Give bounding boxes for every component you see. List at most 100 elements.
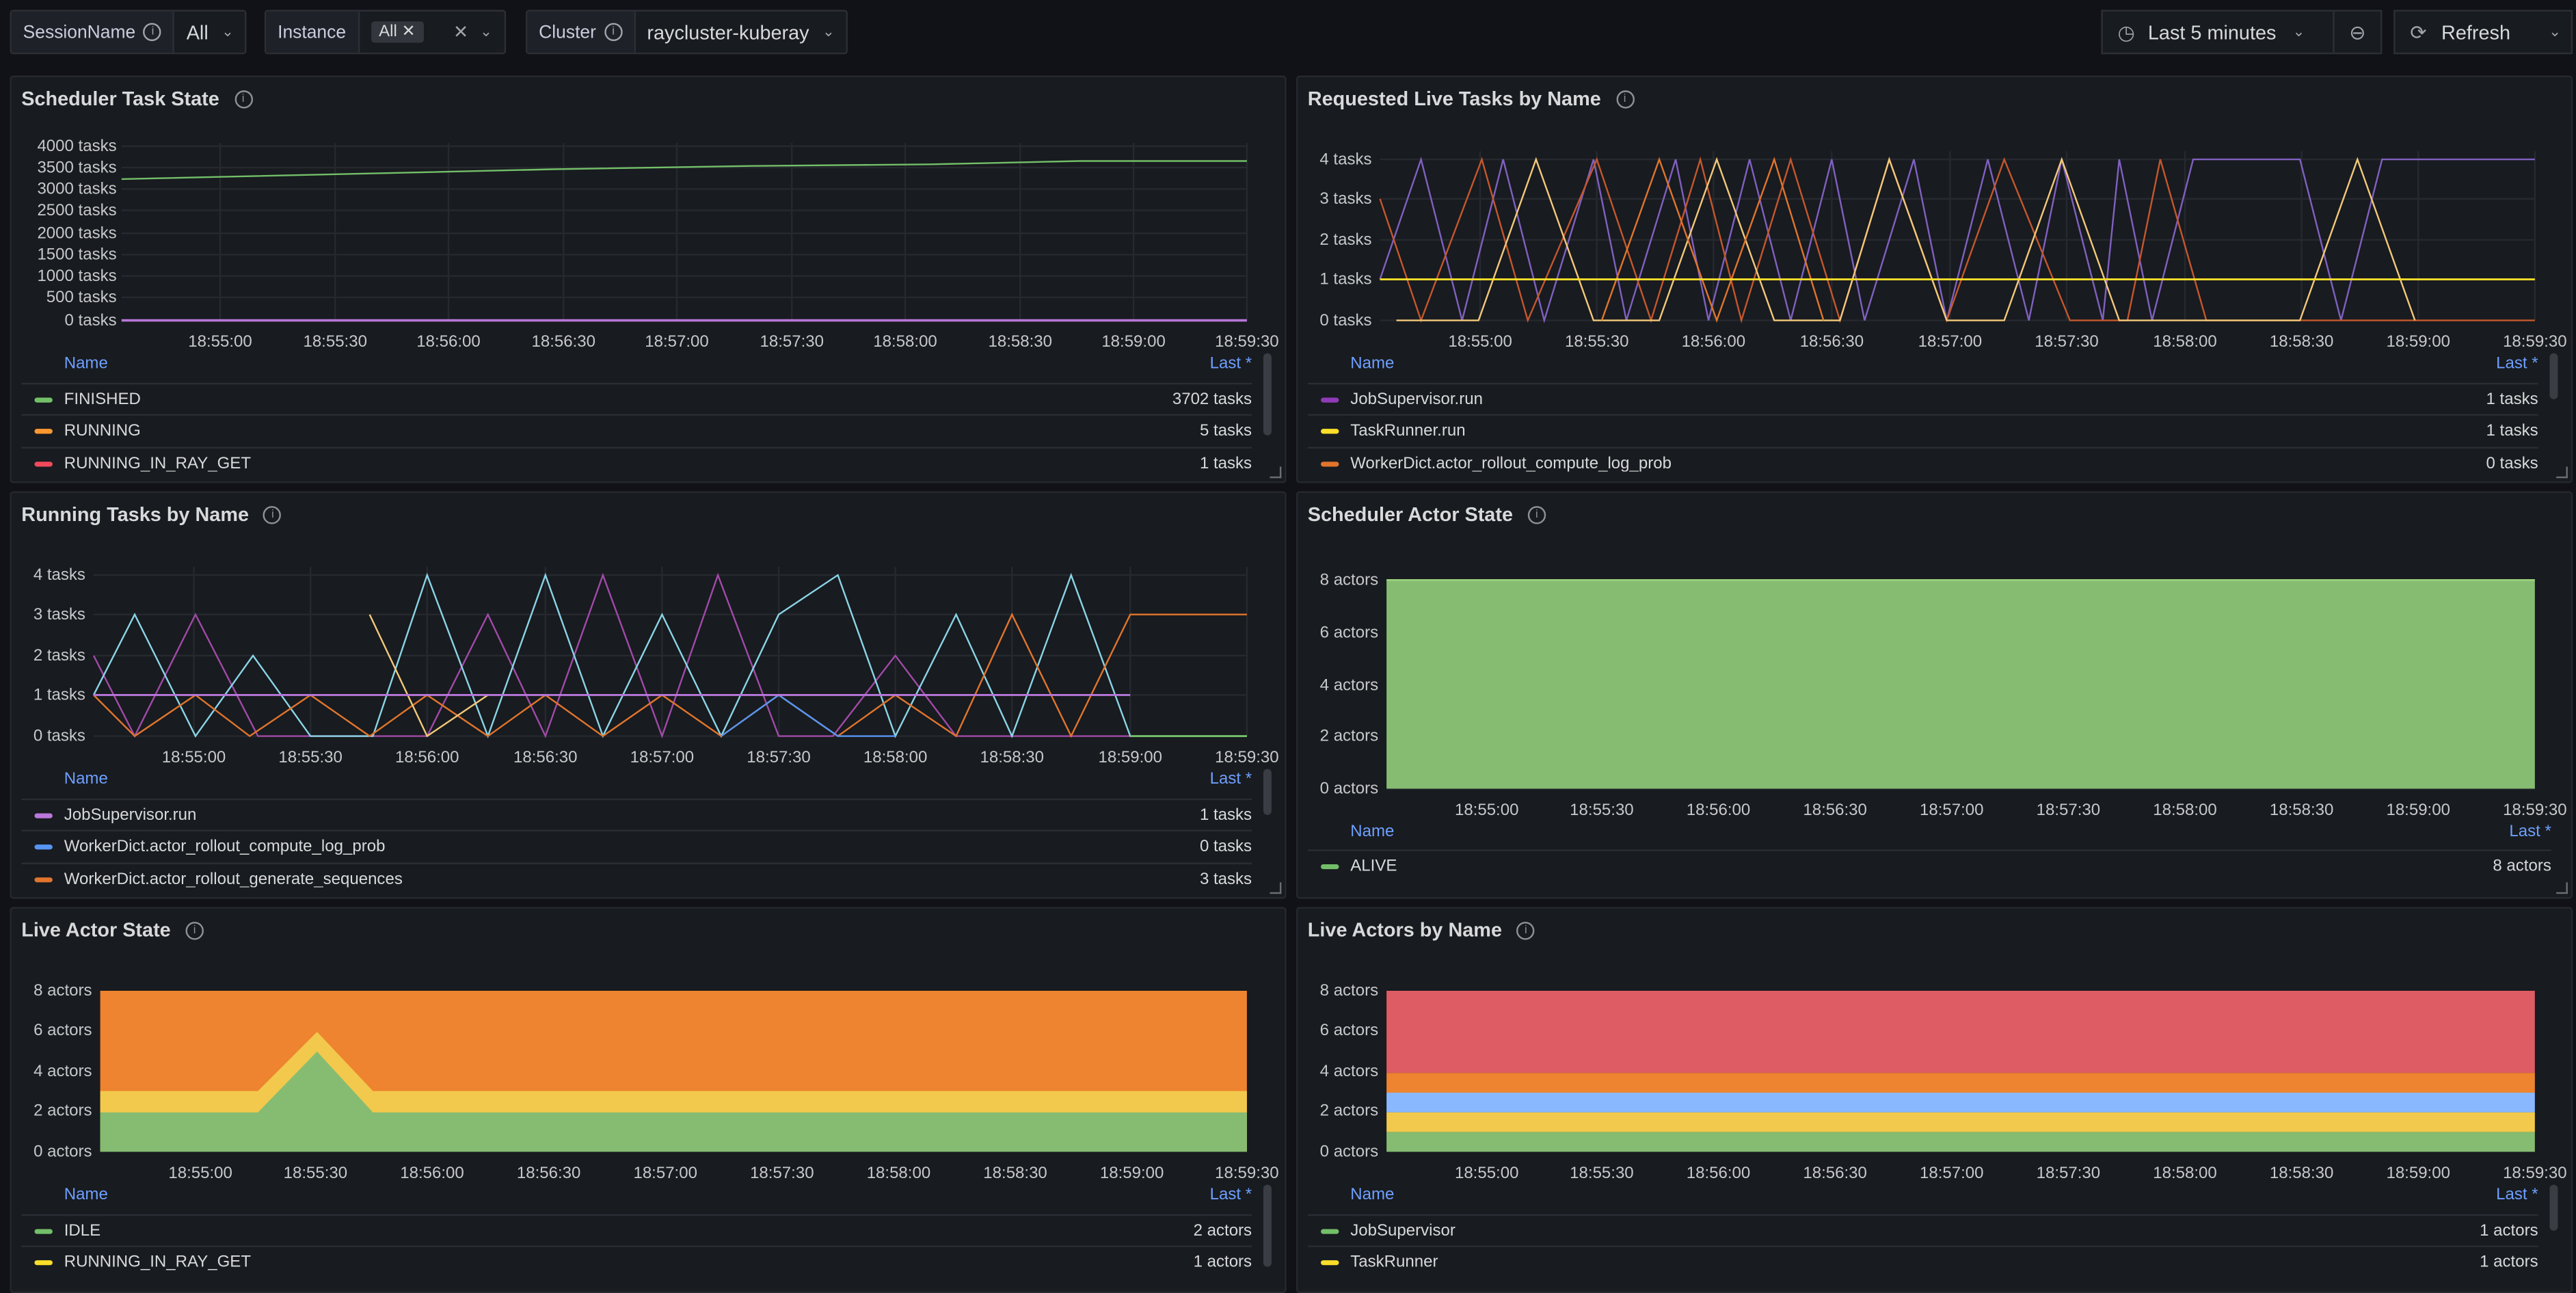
x-tick: 18:55:30 (278, 748, 342, 767)
resize-handle[interactable] (2556, 466, 2568, 479)
y-tick: 1000 tasks (37, 267, 116, 285)
legend-header: Name Last * (61, 355, 1252, 378)
y-tick: 2 tasks (1319, 230, 1371, 249)
y-tick: 4000 tasks (37, 137, 116, 155)
instance-value: All (379, 23, 397, 42)
y-tick: 0 actors (33, 1143, 92, 1161)
legend-value: 1 actors (1193, 1253, 1252, 1272)
legend-row[interactable]: ALIVE 8 actors (1307, 849, 2551, 882)
zoom-out-button[interactable]: ⊖ (2333, 10, 2383, 55)
legend-name-header[interactable]: Name (64, 771, 108, 789)
legend-swatch (34, 429, 53, 434)
legend-name-header[interactable]: Name (1350, 355, 1395, 373)
series-orange-line (1600, 157, 1825, 323)
panel-title: Live Actors by Name (1307, 918, 1502, 942)
chevron-down-icon: ⌄ (479, 23, 493, 40)
legend-header: Name Last * (61, 1186, 1252, 1210)
x-tick: 18:55:00 (1455, 1164, 1518, 1182)
y-tick: 0 tasks (1319, 311, 1371, 330)
time-range-picker[interactable]: ◷ Last 5 minutes ⌄ (2101, 10, 2335, 55)
series-orange-area (1386, 1073, 2535, 1093)
legend-name-header[interactable]: Name (1350, 823, 1395, 842)
info-icon[interactable]: i (1615, 89, 1634, 108)
legend-last-header[interactable]: Last * (1209, 771, 1252, 789)
series-idle-area (100, 1051, 1247, 1152)
session-select[interactable]: All ⌄ (175, 12, 245, 53)
y-tick: 2 tasks (33, 646, 85, 665)
resize-handle[interactable] (2556, 882, 2568, 894)
legend-value: 1 tasks (2486, 390, 2538, 410)
info-icon[interactable]: i (234, 89, 252, 108)
x-tick: 18:56:00 (416, 332, 480, 351)
series-amber-line (368, 614, 489, 738)
legend-row[interactable]: JobSupervisor.run 1 tasks (21, 798, 1252, 831)
legend-row[interactable]: FINISHED 3702 tasks (21, 382, 1252, 416)
legend-scrollbar[interactable] (1263, 769, 1272, 815)
resize-handle[interactable] (1270, 882, 1282, 894)
info-icon: i (604, 23, 623, 42)
x-tick: 18:56:30 (1803, 801, 1866, 819)
legend-row[interactable]: IDLE 2 actors (21, 1214, 1252, 1247)
cluster-variable[interactable]: Cluster i raycluster-kuberay ⌄ (525, 10, 848, 55)
clock-icon: ◷ (2117, 21, 2135, 44)
legend-name-header[interactable]: Name (64, 355, 108, 373)
legend-value: 1 tasks (1199, 455, 1252, 472)
legend-scrollbar[interactable] (1263, 1184, 1272, 1267)
x-tick: 18:58:00 (873, 332, 937, 351)
legend-last-header[interactable]: Last * (1209, 355, 1252, 373)
info-icon[interactable]: i (1516, 920, 1535, 939)
remove-icon[interactable]: ✕ (401, 23, 416, 42)
legend-row[interactable]: RUNNING_IN_RAY_GET 1 actors (21, 1245, 1252, 1278)
x-tick: 18:57:00 (633, 1164, 697, 1182)
refresh-button[interactable]: ⟳ Refresh ⌄ (2393, 10, 2573, 55)
legend-row[interactable]: TaskRunner.run 1 tasks (1307, 414, 2538, 447)
legend-last-header[interactable]: Last * (2496, 1186, 2538, 1205)
info-icon[interactable]: i (185, 920, 204, 939)
legend-scrollbar[interactable] (2549, 353, 2558, 399)
session-variable[interactable]: SessionName i All ⌄ (10, 10, 247, 55)
legend-name: RUNNING_IN_RAY_GET (64, 1253, 252, 1272)
resize-handle[interactable] (1270, 466, 1282, 479)
legend-row[interactable]: RUNNING 5 tasks (21, 414, 1252, 447)
legend-row[interactable]: JobSupervisor 1 actors (1307, 1214, 2538, 1247)
legend-value: 1 tasks (1199, 806, 1252, 825)
instance-select[interactable]: All ✕ ✕ ⌄ (359, 12, 504, 53)
legend-row[interactable]: JobSupervisor.run 1 tasks (1307, 382, 2538, 416)
x-tick: 18:56:30 (1803, 1164, 1866, 1182)
x-tick: 18:58:30 (989, 332, 1052, 351)
legend-last-header[interactable]: Last * (1209, 1186, 1252, 1205)
info-icon[interactable]: i (263, 505, 282, 524)
x-tick: 18:56:30 (1800, 332, 1864, 351)
instance-variable[interactable]: Instance All ✕ ✕ ⌄ (264, 10, 506, 55)
legend-last-header[interactable]: Last * (2496, 355, 2538, 373)
legend-last-header[interactable]: Last * (2509, 823, 2551, 842)
series-finished-line (121, 160, 1247, 181)
y-tick: 2 actors (1320, 727, 1378, 745)
instance-pill[interactable]: All ✕ (371, 21, 424, 43)
legend-name-header[interactable]: Name (64, 1186, 108, 1205)
legend-name: ALIVE (1350, 857, 1397, 876)
legend-name: WorkerDict.actor_rollout_compute_log_pro… (1350, 455, 1672, 472)
legend-swatch (1321, 864, 1339, 870)
legend-header: Name Last * (1347, 355, 2538, 378)
x-tick: 18:59:00 (2386, 801, 2450, 819)
legend-row[interactable]: WorkerDict.actor_rollout_generate_sequen… (21, 862, 1252, 888)
cluster-select[interactable]: raycluster-kuberay ⌄ (636, 12, 846, 53)
legend-scrollbar[interactable] (2549, 1184, 2558, 1231)
legend-row[interactable]: TaskRunner 1 actors (1307, 1245, 2538, 1278)
legend-name-header[interactable]: Name (1350, 1186, 1395, 1205)
chart-scheduler-task-state: 4000 tasks 3500 tasks 3000 tasks 2500 ta… (37, 137, 1278, 351)
legend-row[interactable]: RUNNING_IN_RAY_GET 1 tasks (21, 446, 1252, 472)
x-tick: 18:59:00 (1099, 748, 1162, 767)
legend-value: 0 tasks (2486, 455, 2538, 472)
legend-row[interactable]: WorkerDict.actor_rollout_compute_log_pro… (21, 829, 1252, 863)
info-icon[interactable]: i (1527, 505, 1546, 524)
legend-row[interactable]: WorkerDict.actor_rollout_compute_log_pro… (1307, 446, 2538, 472)
x-tick: 18:57:30 (2035, 332, 2098, 351)
x-tick: 18:59:00 (2386, 1164, 2450, 1182)
y-tick: 6 actors (1320, 623, 1378, 641)
clear-icon[interactable]: ✕ (453, 23, 469, 43)
legend-scrollbar[interactable] (1263, 353, 1272, 436)
y-tick: 2 actors (33, 1102, 92, 1120)
series-taskrunner-area (1386, 1112, 2535, 1132)
